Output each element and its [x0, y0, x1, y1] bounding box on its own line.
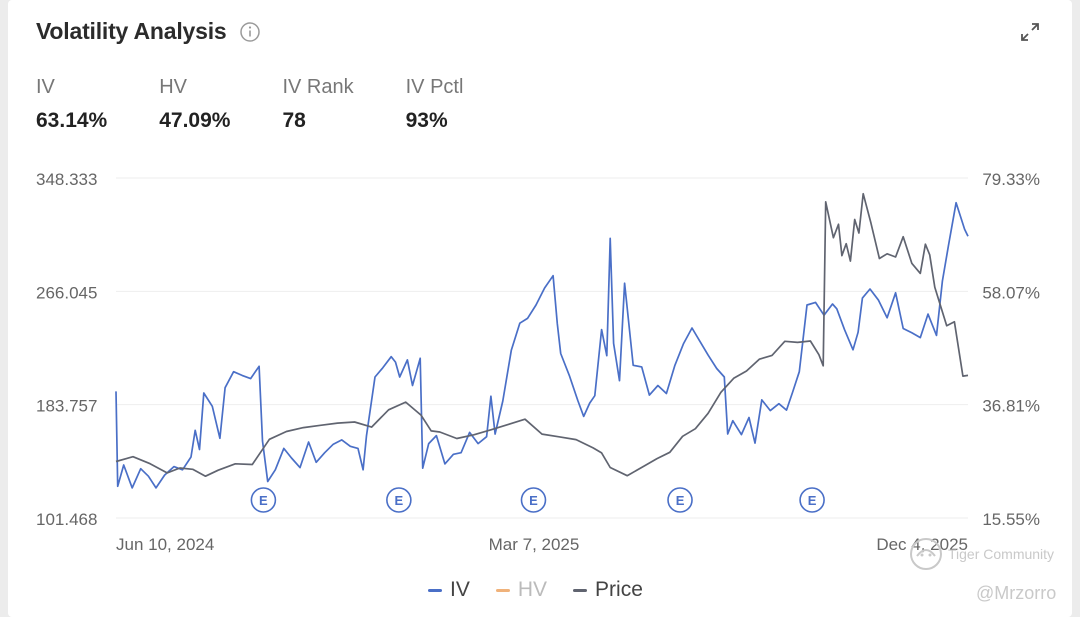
legend-swatch-hv [495, 588, 510, 592]
y-left-tick-label: 101.468 [36, 510, 97, 529]
legend-label-iv: IV [450, 578, 470, 601]
expand-icon[interactable] [1018, 20, 1042, 44]
earnings-marker [667, 487, 693, 513]
card-header: Volatility Analysis [36, 18, 261, 45]
metric-label: IV [36, 76, 55, 98]
y-right-tick-label: 79.33% [982, 170, 1040, 189]
earnings-marker [799, 487, 825, 513]
watermark-community-text: Tiger Community [948, 546, 1055, 562]
y-left-tick-label: 348.333 [36, 170, 97, 189]
legend-item-hv[interactable]: HV [495, 578, 548, 602]
x-tick-label: Mar 7, 2025 [489, 535, 580, 554]
earnings-marker [520, 487, 547, 513]
metric-iv: IV 63.14% [36, 76, 107, 133]
tiger-logo-icon [910, 538, 942, 570]
metric-label: IV Rank [282, 76, 354, 98]
metric-label: IV Pctl [405, 76, 464, 98]
x-tick-label: Jun 10, 2024 [116, 535, 214, 554]
watermark-community: Tiger Community [908, 536, 1054, 572]
chart-legend: IV HV Price [428, 578, 669, 602]
earnings-marker-label: E [259, 493, 268, 508]
legend-swatch-iv [428, 588, 442, 592]
metric-iv-rank: IV Rank 78 [282, 76, 353, 133]
metric-value: 47.09% [159, 109, 231, 132]
earnings-marker [386, 487, 412, 513]
legend-item-price[interactable]: Price [573, 578, 643, 602]
metric-iv-pctl: IV Pctl 93% [406, 76, 464, 133]
metric-label: HV [159, 76, 188, 98]
x-tick-label: Dec 4, 2025 [876, 535, 968, 554]
legend-label-hv: HV [517, 578, 548, 601]
y-left-tick-label: 266.045 [36, 283, 97, 302]
metric-hv: HV 47.09% [159, 76, 230, 133]
series-line-price [115, 192, 969, 478]
metric-value: 63.14% [36, 109, 108, 132]
metric-value: 93% [405, 109, 448, 132]
metric-value: 78 [282, 109, 306, 132]
info-icon[interactable] [239, 21, 261, 43]
volatility-card: Volatility Analysis IV 63.14% HV 47.09% … [8, 0, 1072, 617]
y-left-tick-label: 183.757 [36, 397, 97, 416]
earnings-marker-label: E [808, 493, 817, 508]
legend-swatch-price [573, 588, 588, 592]
watermark-user: @Mrzorro [976, 583, 1057, 603]
metrics-row: IV 63.14% HV 47.09% IV Rank 78 IV Pctl 9… [36, 76, 515, 133]
earnings-marker [250, 487, 277, 513]
volatility-chart[interactable]: 348.333 79.33% 266.045 58.07% 183.757 36.81% 1… [8, 0, 1072, 570]
y-right-tick-label: 58.07% [982, 283, 1040, 302]
y-right-tick-label: 36.81% [982, 397, 1040, 416]
card-title: Volatility Analysis [36, 18, 227, 44]
y-right-tick-label: 15.55% [982, 510, 1040, 529]
legend-label-price: Price [595, 578, 643, 601]
earnings-marker-label: E [529, 493, 538, 508]
legend-item-iv[interactable]: IV [428, 578, 470, 602]
earnings-marker-label: E [676, 493, 685, 508]
earnings-marker-label: E [395, 493, 404, 508]
